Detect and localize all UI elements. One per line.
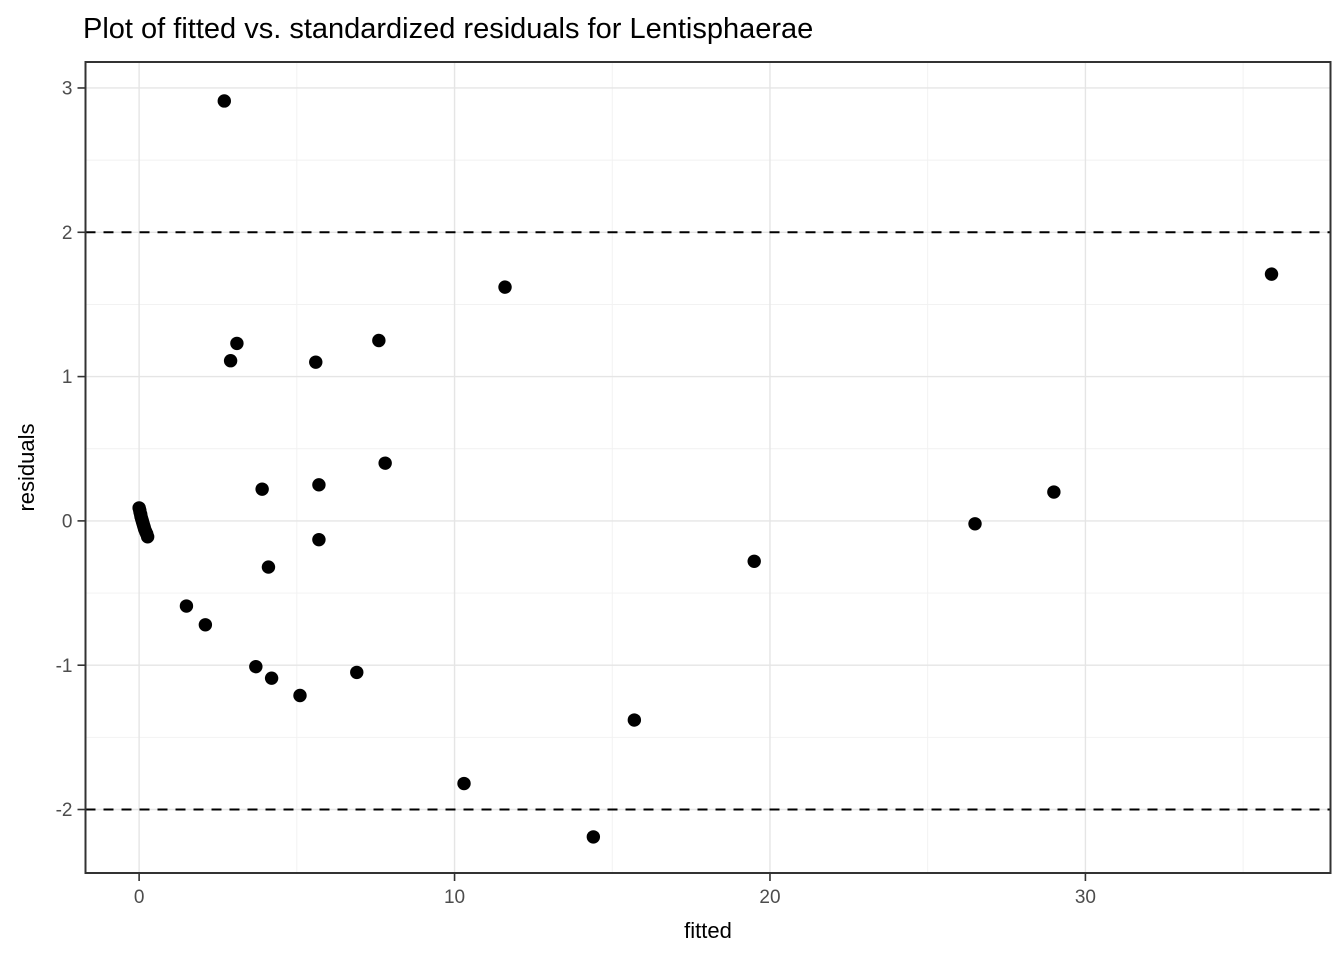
data-point	[378, 456, 392, 470]
data-point	[627, 713, 642, 727]
data-point	[309, 355, 323, 369]
data-point	[312, 478, 326, 492]
x-tick-label: 10	[444, 887, 465, 908]
data-point	[312, 532, 326, 547]
axis-tick-marks	[77, 87, 1087, 881]
y-tick-label: -2	[56, 800, 73, 821]
y-axis-title: residuals	[14, 423, 39, 511]
data-point	[1047, 485, 1061, 499]
data-point	[968, 517, 982, 531]
major-gridlines	[85, 62, 1331, 873]
x-tick-label: 0	[134, 887, 145, 908]
data-point	[350, 665, 364, 680]
data-points	[132, 94, 1279, 844]
data-point	[457, 776, 471, 791]
data-point	[1264, 267, 1279, 281]
data-point	[179, 599, 194, 613]
data-point	[498, 280, 512, 294]
data-point	[230, 336, 244, 351]
data-point	[264, 671, 279, 685]
data-point	[586, 830, 601, 844]
panel-border	[84, 61, 1332, 874]
data-point	[747, 554, 761, 568]
data-point	[261, 560, 276, 574]
x-tick-label: 20	[759, 887, 780, 908]
y-tick-label: -1	[56, 656, 73, 677]
chart-title: Plot of fitted vs. standardized residual…	[83, 13, 813, 45]
x-tick-label: 30	[1075, 887, 1096, 908]
data-point	[140, 530, 155, 544]
data-point	[372, 333, 386, 348]
data-point	[198, 618, 213, 632]
data-point	[293, 688, 307, 703]
y-tick-label: 2	[62, 223, 73, 244]
data-point	[255, 482, 269, 496]
data-point	[223, 354, 238, 368]
data-point	[217, 94, 231, 108]
y-tick-label: 1	[62, 367, 73, 388]
y-tick-label: 3	[62, 79, 73, 100]
x-axis-title: fitted	[684, 918, 732, 943]
axis-tick-labels: 0 10 20 30 -2 -1 0 1 2 3	[56, 79, 1096, 908]
y-tick-label: 0	[62, 512, 73, 533]
reference-lines	[85, 231, 1331, 811]
data-point	[249, 659, 263, 674]
minor-gridlines	[85, 62, 1331, 873]
